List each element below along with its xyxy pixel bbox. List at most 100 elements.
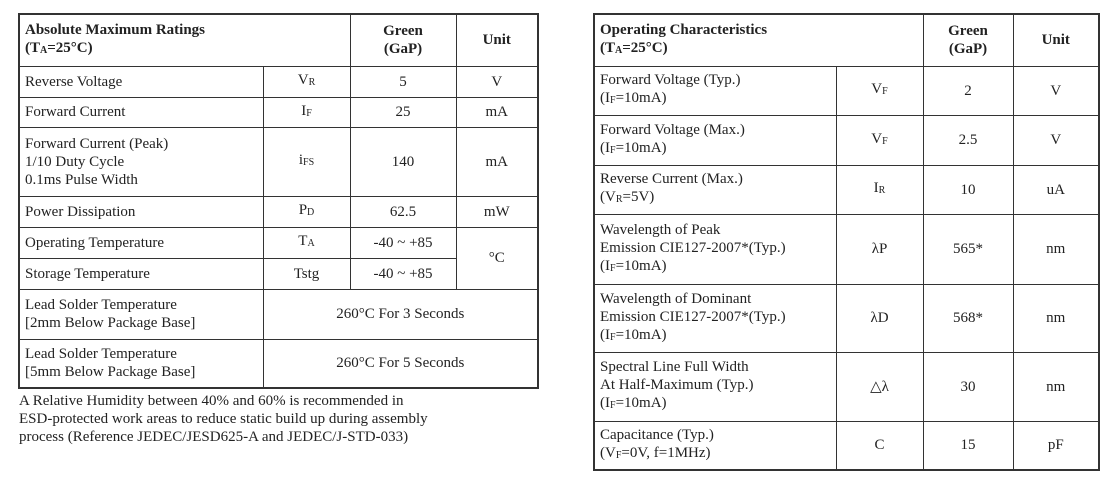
text: △λ [870,378,889,395]
text-line: △λ [842,378,918,396]
text-line: 0.1ms Pulse Width [25,171,258,189]
text: V [871,130,883,147]
text-line: Storage Temperature [25,265,258,283]
text: =25°C) [47,39,93,56]
value-cell: 30 [922,351,1014,422]
text-line: 140 [356,153,451,171]
text-line: C [842,436,918,454]
text: 15 [960,437,976,454]
text-line: 30 [929,378,1008,396]
text-line: Operating Characteristics [600,21,918,39]
subscript: F [882,86,888,97]
text: (I [600,139,610,156]
text: 565* [953,241,983,257]
text: Lead Solder Temperature [25,297,177,313]
row: Forward Voltage (Max.) (IF=10mA) VF 2.5 V [593,114,1100,166]
header-cell: Unit [1012,13,1100,67]
text: Emission CIE127-2007*(Typ.) [600,308,786,325]
text-line: [5mm Below Package Base] [25,363,258,381]
value-cell: 140 [349,126,457,197]
value-cell: 2 [922,65,1014,116]
text: uA [1046,181,1065,198]
row: Lead Solder Temperature [2mm Below Packag… [18,288,539,340]
text-line: Lead Solder Temperature [25,345,258,363]
text-line: ESD-protected work areas to reduce stati… [19,410,428,428]
text-line: (GaP) [356,40,451,58]
symbol-cell: TA [262,226,351,259]
text: At Half-Maximum (Typ.) [600,377,754,393]
text: =10mA) [615,395,667,411]
text-line: (IF=10mA) [600,326,831,347]
text-line: iFS [269,151,345,172]
text-line: 15 [929,436,1008,454]
text: 1/10 Duty Cycle [25,153,125,170]
text: P [298,202,308,218]
text-line: 25 [356,103,451,121]
parameter-cell: Storage Temperature [18,257,264,290]
text-line: 2 [929,82,1008,100]
unit-cell: pF [1012,420,1100,471]
unit-cell: nm [1012,283,1100,353]
text: 0.1ms Pulse Width [25,171,138,188]
header-cell: Absolute Maximum Ratings (TA=25°C) [18,13,351,67]
parameter-cell: Forward Voltage (Typ.) (IF=10mA) [593,65,837,116]
text: (GaP) [383,41,423,58]
text-line: nm [1019,309,1094,327]
text: 260°C For 3 Seconds [336,306,465,322]
text: (V [600,444,616,461]
subscript: F [610,262,616,274]
row: Reverse Voltage VR 5 V [18,65,539,98]
text-line: 260°C For 3 Seconds [269,305,533,323]
parameter-cell: Capacitance (Typ.) (VF=0V, f=1MHz) [593,420,837,471]
subscript: A [615,44,623,56]
symbol-cell: λP [835,213,924,285]
text-line: 2.5 [929,131,1008,149]
text: °C [488,250,505,266]
text-line: Capacitance (Typ.) [600,426,831,444]
text: Unit [482,32,511,49]
parameter-cell: Reverse Current (Max.) (VR=5V) [593,164,837,215]
text: V [871,81,883,97]
text: Green [948,23,988,40]
text-line: VR [269,71,345,92]
text: λD [870,310,889,326]
text-line: °C [462,249,533,267]
text: Green [383,23,423,40]
text: Forward Current [25,104,126,120]
row: Capacitance (Typ.) (VF=0V, f=1MHz) C 15 pF [593,420,1100,471]
subscript: F [610,95,616,106]
parameter-cell: Spectral Line Full Width At Half-Maximum … [593,351,837,422]
text: =10mA) [615,326,667,343]
text-line: Reverse Current (Max.) [600,170,831,188]
text: (I [600,326,610,343]
text-line: Emission CIE127-2007*(Typ.) [600,308,831,326]
subscript: A [40,44,48,56]
text: Power Dissipation [25,203,136,220]
text: process (Reference JEDEC/JESD625-A and J… [19,429,409,445]
text-line: (IF=10mA) [600,394,831,415]
text-line: Unit [462,31,533,49]
text-line: 565* [929,240,1008,258]
text: =10mA) [615,139,667,156]
text: 10 [960,181,976,198]
subscript: F [610,331,616,343]
text: -40 ~ +85 [373,265,433,282]
text-line: PD [269,201,345,222]
text-line: Green [356,22,451,40]
text-line: At Half-Maximum (Typ.) [600,376,831,394]
text-line: Forward Voltage (Typ.) [600,71,831,89]
subscript: F [610,144,616,156]
text: 2 [964,82,972,99]
symbol-cell: iFS [262,126,351,197]
text: mA [485,153,509,170]
text-line: V [462,73,533,91]
text: (I [600,257,610,274]
text-line: Emission CIE127-2007*(Typ.) [600,239,831,257]
absolute-maximum-ratings-table: Absolute Maximum Ratings (TA=25°C) Green (G… [18,13,539,389]
symbol-cell: VR [262,65,351,98]
row: Spectral Line Full Width At Half-Maximum … [593,351,1100,422]
text-line: 5 [356,73,451,91]
text: 30 [960,378,976,395]
unit-cell: uA [1012,164,1100,215]
text: 568* [953,310,983,326]
